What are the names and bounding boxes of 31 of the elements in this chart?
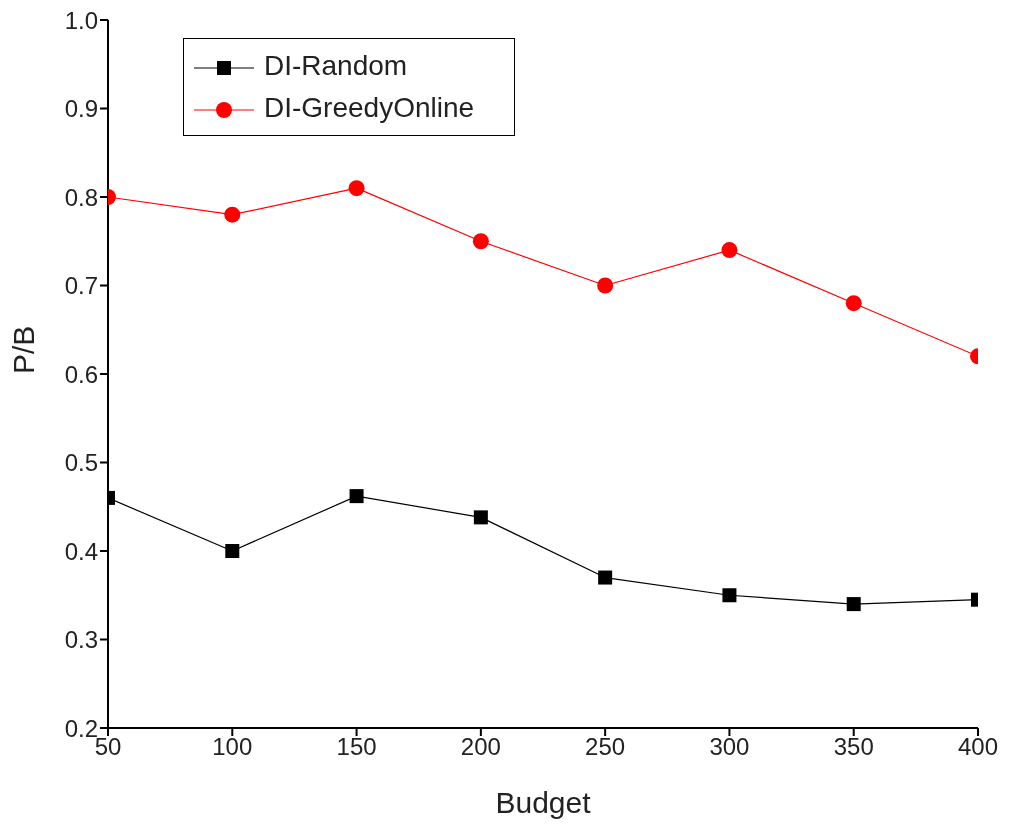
point [224, 206, 241, 223]
y-tick-label: 0.7 [64, 272, 98, 300]
x-tick-label: 350 [833, 733, 874, 761]
y-tick-label: 0.3 [64, 626, 98, 654]
x-tick-label: 100 [212, 733, 253, 761]
point [473, 510, 488, 525]
y-tick-label: 0.9 [64, 95, 98, 123]
point [721, 242, 738, 259]
x-axis-title: Budget [495, 786, 592, 819]
y-tick-label: 0.4 [64, 537, 98, 565]
point [845, 295, 862, 312]
y-tick-label: 0.6 [64, 360, 98, 388]
point [225, 544, 240, 558]
y-tick-label: 0.8 [64, 183, 98, 211]
point [597, 277, 614, 294]
x-tick-label: 300 [709, 733, 750, 761]
point [598, 570, 613, 585]
point [722, 588, 737, 603]
point [846, 597, 861, 612]
point [349, 489, 364, 504]
y-tick-label: 1.0 [64, 6, 98, 34]
legend-label: DI-GreedyOnline [263, 91, 475, 125]
x-tick-label: 150 [336, 733, 377, 761]
y-axis-title: P/B [6, 325, 40, 374]
x-tick-label: 200 [460, 733, 501, 761]
x-tick-label: 250 [585, 733, 626, 761]
point [472, 233, 489, 250]
y-tick-label: 0.5 [64, 449, 98, 477]
legend-label: DI-Random [263, 49, 409, 83]
point [348, 180, 365, 197]
x-tick-label: 400 [957, 733, 999, 761]
